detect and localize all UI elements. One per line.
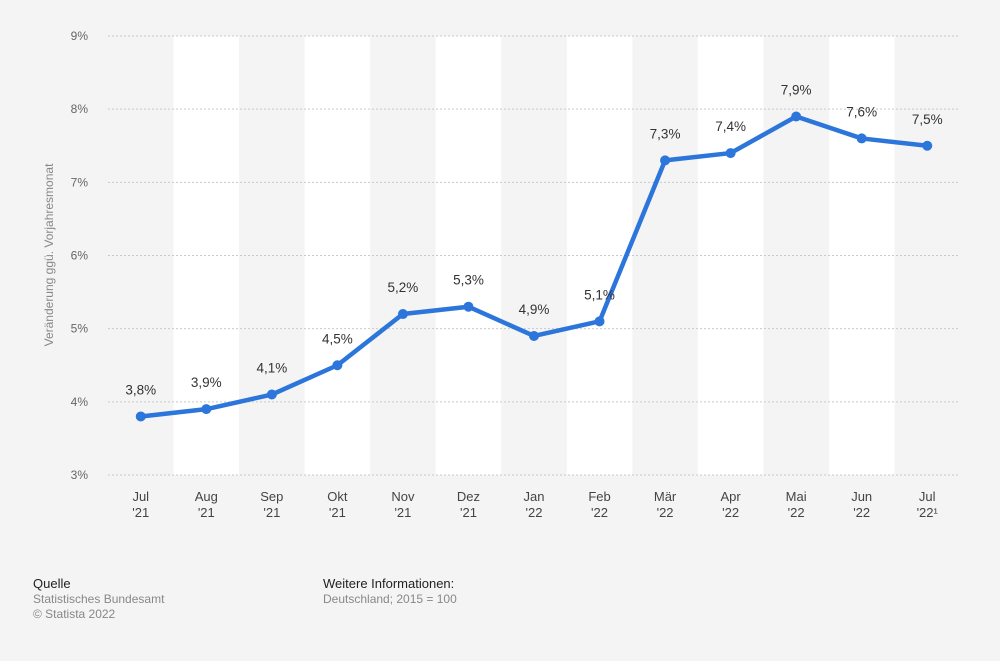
data-point[interactable] xyxy=(135,411,146,422)
data-label: 7,6% xyxy=(846,104,877,119)
data-label: 7,4% xyxy=(715,119,746,134)
y-axis-label: Veränderung ggü. Vorjahresmonat xyxy=(42,163,56,346)
data-point[interactable] xyxy=(856,133,867,144)
data-point[interactable] xyxy=(201,404,212,415)
y-tick-label: 8% xyxy=(71,102,89,116)
data-point[interactable] xyxy=(332,360,343,371)
data-label: 7,5% xyxy=(912,112,943,127)
info-block: Weitere Informationen: Deutschland; 2015… xyxy=(323,576,457,607)
data-label: 5,2% xyxy=(388,280,419,295)
x-tick-label-year: '21 xyxy=(394,505,411,520)
x-axis-ticks: Jul'21Aug'21Sep'21Okt'21Nov'21Dez'21Jan'… xyxy=(132,489,938,520)
info-line: Deutschland; 2015 = 100 xyxy=(323,592,457,606)
y-tick-label: 7% xyxy=(71,175,89,189)
data-point[interactable] xyxy=(791,111,802,122)
inflation-line-chart: 3%4%5%6%7%8%9% Jul'21Aug'21Sep'21Okt'21N… xyxy=(42,29,960,520)
y-tick-label: 6% xyxy=(71,249,89,263)
data-label: 7,9% xyxy=(781,82,812,97)
x-tick-label-year: '21 xyxy=(132,505,149,520)
data-point[interactable] xyxy=(463,301,474,312)
x-tick-label-year: '21 xyxy=(263,505,280,520)
x-tick-label-month: Nov xyxy=(391,489,415,504)
source-title: Quelle xyxy=(33,576,71,591)
data-label: 7,3% xyxy=(650,126,681,141)
x-tick-label-year: '22 xyxy=(526,505,543,520)
series-line-group xyxy=(135,111,933,422)
source-line[interactable]: Statistisches Bundesamt xyxy=(33,592,165,606)
x-tick-label-year: '22¹ xyxy=(917,505,939,520)
x-tick-label-year: '21 xyxy=(460,505,477,520)
x-tick-label-month: Dez xyxy=(457,489,480,504)
x-tick-label-year: '22 xyxy=(853,505,870,520)
y-tick-label: 3% xyxy=(71,468,89,482)
y-tick-label: 5% xyxy=(71,322,89,336)
x-tick-label-year: '21 xyxy=(198,505,215,520)
source-block: Quelle Statistisches Bundesamt © Statist… xyxy=(33,576,164,622)
data-point[interactable] xyxy=(529,330,539,341)
x-tick-label-month: Feb xyxy=(588,489,610,504)
x-tick-label-month: Mär xyxy=(654,489,677,504)
x-tick-label-year: '22 xyxy=(722,505,739,520)
data-label: 5,1% xyxy=(584,287,615,302)
data-point[interactable] xyxy=(397,309,408,320)
x-tick-label-month: Jan xyxy=(524,489,545,504)
data-point[interactable] xyxy=(725,148,736,159)
data-point[interactable] xyxy=(594,316,605,327)
data-point[interactable] xyxy=(266,389,277,400)
data-label: 4,9% xyxy=(519,302,550,317)
x-tick-label-month: Apr xyxy=(720,489,741,504)
x-tick-label-year: '22 xyxy=(591,505,608,520)
copyright-line[interactable]: © Statista 2022 xyxy=(33,607,116,621)
data-labels: 3,8% 3,9% 4,1% 4,5% 5,2% 5,3% 4,9% 5,1% 7,3% 7,4%… xyxy=(125,82,942,397)
x-tick-label-month: Mai xyxy=(786,489,807,504)
x-tick-label-year: '22 xyxy=(657,505,674,520)
data-label: 4,1% xyxy=(256,361,287,376)
x-tick-label-year: '22 xyxy=(788,505,805,520)
x-tick-label-month: Sep xyxy=(260,489,283,504)
data-point[interactable] xyxy=(922,140,933,151)
x-tick-label-month: Jul xyxy=(919,489,936,504)
data-label: 3,9% xyxy=(191,375,222,390)
x-tick-label-month: Jun xyxy=(851,489,872,504)
x-tick-label-month: Jul xyxy=(132,489,149,504)
y-tick-label: 4% xyxy=(71,395,89,409)
info-title: Weitere Informationen: xyxy=(323,576,455,591)
data-label: 3,8% xyxy=(125,382,156,397)
x-tick-label-month: Okt xyxy=(327,489,348,504)
y-tick-label: 9% xyxy=(71,29,89,43)
x-tick-label-year: '21 xyxy=(329,505,346,520)
x-tick-label-month: Aug xyxy=(195,489,218,504)
data-point[interactable] xyxy=(660,155,671,166)
data-label: 5,3% xyxy=(453,273,484,288)
data-label: 4,5% xyxy=(322,331,353,346)
y-axis-ticks: 3% 4% 5% 6% 7% 8% 9% xyxy=(71,29,89,482)
gridlines xyxy=(108,35,960,476)
